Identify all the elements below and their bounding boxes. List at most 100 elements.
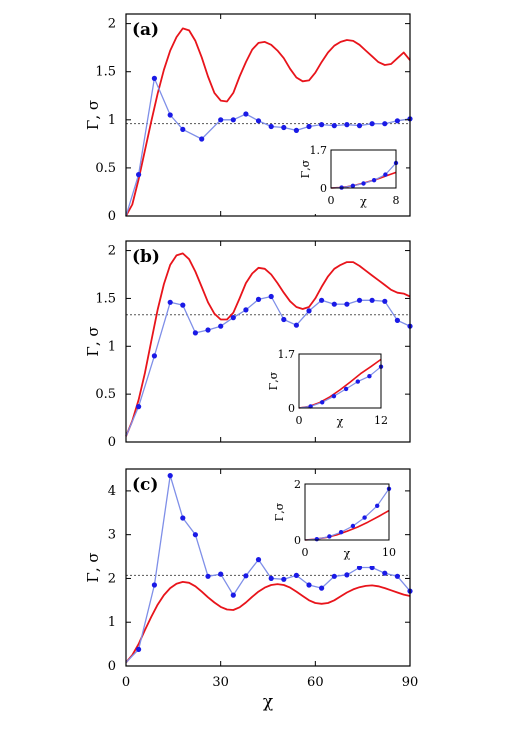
blue-data-point (205, 574, 210, 579)
x-tick-label: 60 (307, 675, 324, 690)
blue-data-point (319, 586, 324, 591)
y-tick-label: 1 (108, 113, 116, 128)
blue-data-point (269, 124, 274, 129)
blue-data-point (205, 327, 210, 332)
blue-data-point (218, 324, 223, 329)
blue-data-point (168, 112, 173, 117)
inset-x-tick-label: 0 (296, 414, 303, 427)
panel-label: (c) (132, 475, 158, 495)
inset-y-tick-label: 1.7 (278, 348, 296, 361)
blue-data-point (256, 297, 261, 302)
blue-data-point (281, 125, 286, 130)
red-curve (126, 582, 410, 663)
x-tick-label: 0 (122, 675, 130, 690)
y-axis-label: Γ, σ (84, 326, 102, 356)
blue-data-point (231, 117, 236, 122)
blue-data-point (332, 123, 337, 128)
blue-data-point (395, 574, 400, 579)
blue-data-point (306, 308, 311, 313)
blue-data-point (294, 128, 299, 133)
inset-y-tick-label: 2 (294, 478, 301, 491)
blue-data-point (306, 582, 311, 587)
y-tick-label: 0 (108, 435, 116, 450)
y-tick-label: 1.5 (95, 65, 116, 80)
chart-panel: 012340 30 60 90(c)Γ, σ200 10χΓ,σ (84, 469, 418, 690)
blue-data-point (231, 593, 236, 598)
inset-y-axis-label: Γ,σ (267, 371, 280, 390)
blue-data-point (332, 574, 337, 579)
inset-blue-point (362, 515, 366, 519)
blue-data-point (243, 573, 248, 578)
blue-data-point (199, 136, 204, 141)
y-tick-label: 3 (108, 528, 116, 543)
inset-blue-point (361, 181, 365, 185)
blue-data-point (395, 318, 400, 323)
blue-data-point (180, 515, 185, 520)
blue-data-point (344, 122, 349, 127)
y-tick-label: 0 (108, 209, 116, 224)
blue-data-point (395, 118, 400, 123)
inset-y-tick-label: 1.7 (310, 144, 328, 157)
blue-data-point (269, 294, 274, 299)
inset-x-tick-label: 0 (328, 194, 335, 207)
inset-y-axis-label: Γ,σ (273, 502, 286, 521)
blue-data-point (168, 473, 173, 478)
y-tick-label: 4 (108, 484, 116, 499)
y-tick-label: 1.5 (95, 291, 116, 306)
inset-chart: 1.7 00 8 χ Γ,σ (297, 144, 406, 214)
y-tick-label: 0 (108, 659, 116, 674)
blue-data-point (382, 299, 387, 304)
chart-panel: 00.511.52 (a)Γ, σ1.700 8χΓ,σ (84, 14, 413, 224)
blue-data-point (218, 572, 223, 577)
x-tick-label: 30 (212, 675, 229, 690)
inset-x-tick-label: 8 (393, 194, 400, 207)
inset-x-axis-label: χ (337, 415, 344, 428)
blue-data-point (180, 303, 185, 308)
inset-blue-point (320, 400, 324, 404)
blue-data-point (256, 557, 261, 562)
blue-data-point (152, 76, 157, 81)
blue-data-point (152, 582, 157, 587)
inset-x-tick-label: 10 (382, 546, 396, 559)
blue-data-point (193, 532, 198, 537)
x-tick-label: 90 (402, 675, 419, 690)
blue-data-point (281, 577, 286, 582)
inset-blue-point (327, 534, 331, 538)
inset-blue-point (339, 530, 343, 534)
blue-data-point (152, 353, 157, 358)
blue-data-point (180, 127, 185, 132)
y-tick-label: 0.5 (95, 387, 116, 402)
inset-x-tick-label: 0 (302, 546, 309, 559)
inset-background (271, 478, 399, 566)
blue-data-point (136, 647, 141, 652)
inset-blue-point (315, 537, 319, 541)
inset-blue-point (344, 387, 348, 391)
blue-data-point (136, 172, 141, 177)
blue-data-point (370, 121, 375, 126)
inset-blue-point (372, 178, 376, 182)
blue-data-point (382, 121, 387, 126)
y-axis-label: Γ, σ (84, 552, 102, 582)
inset-blue-point (367, 374, 371, 378)
inset-y-tick-label: 0 (288, 402, 295, 415)
inset-blue-point (351, 184, 355, 188)
x-axis-label: χ (263, 692, 273, 712)
inset-y-tick-label: 0 (294, 534, 301, 547)
y-tick-label: 0.5 (95, 161, 116, 176)
inset-blue-point (383, 172, 387, 176)
blue-data-point (370, 298, 375, 303)
inset-y-axis-label: Γ,σ (299, 159, 312, 178)
blue-data-point (319, 298, 324, 303)
blue-data-point (168, 300, 173, 305)
inset-blue-point (356, 379, 360, 383)
inset-chart: 1.7 00 12 χ Γ,σ (265, 348, 391, 434)
y-tick-label: 1 (108, 339, 116, 354)
blue-data-point (136, 404, 141, 409)
blue-data-point (218, 117, 223, 122)
blue-data-point (382, 571, 387, 576)
blue-data-point (306, 124, 311, 129)
blue-data-point (294, 323, 299, 328)
blue-data-point (294, 573, 299, 578)
y-tick-label: 2 (108, 17, 116, 32)
